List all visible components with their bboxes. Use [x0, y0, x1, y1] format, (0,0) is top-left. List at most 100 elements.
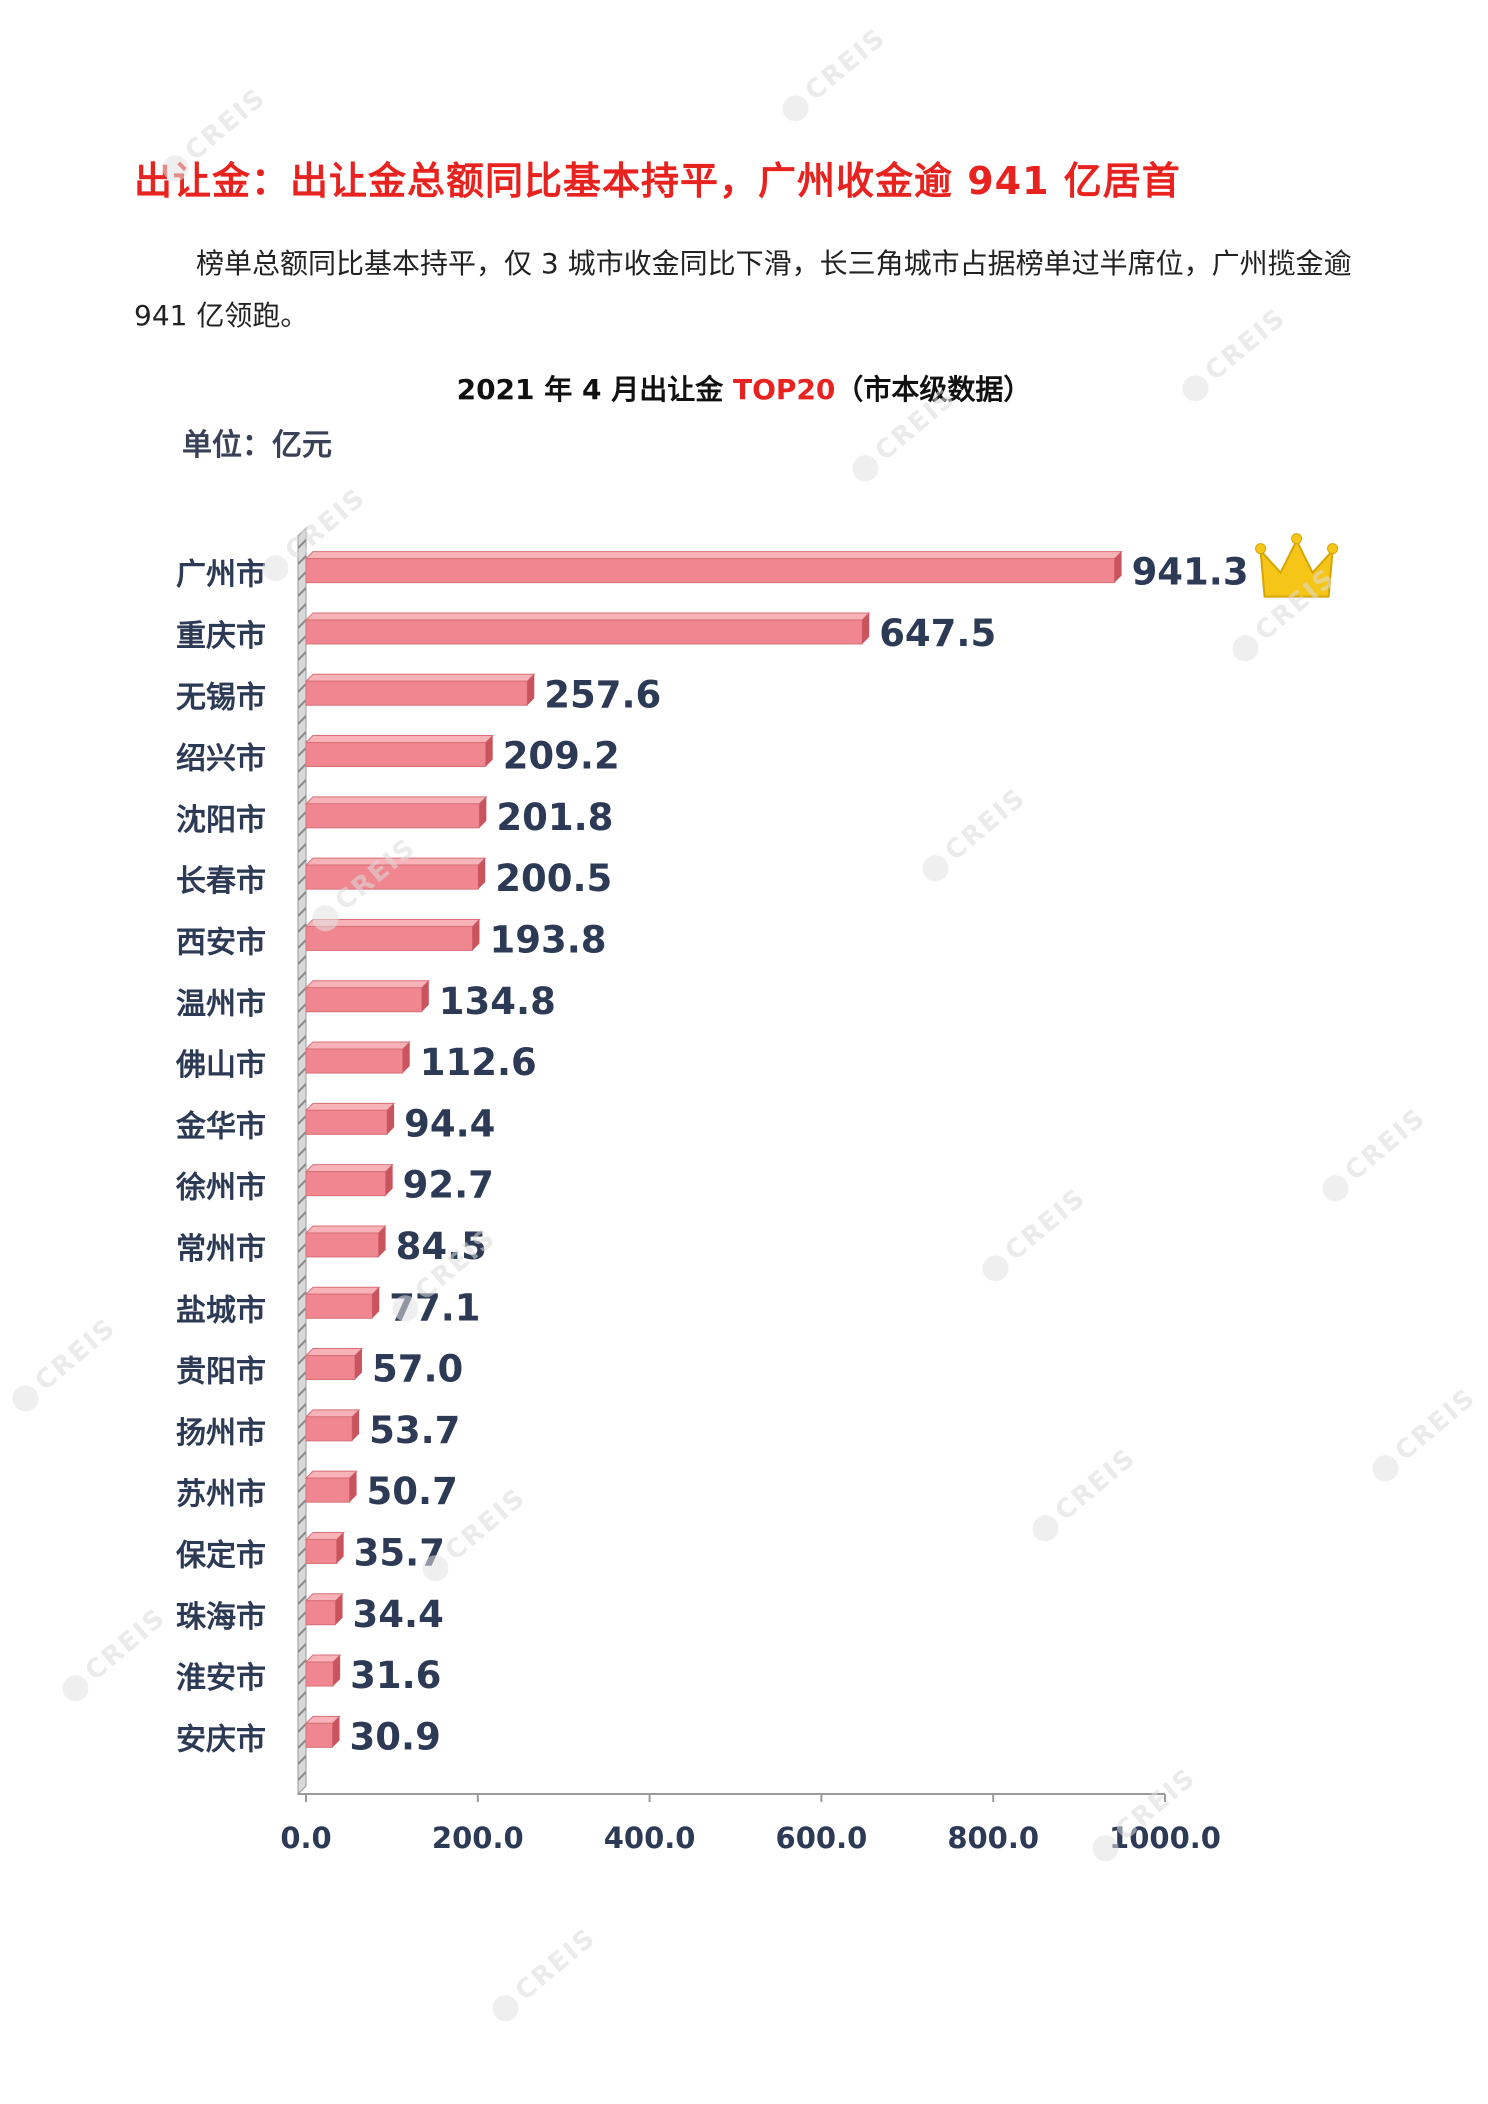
y-axis-hatch [297, 987, 307, 997]
bar-end [478, 858, 486, 890]
category-label: 金华市 [175, 1109, 266, 1144]
y-axis-hatch [297, 1403, 307, 1413]
category-label: 重庆市 [176, 619, 266, 654]
value-label: 112.6 [420, 1041, 537, 1084]
y-axis-hatch [297, 907, 307, 917]
y-axis-hatch [297, 843, 307, 853]
category-label: 佛山市 [175, 1048, 266, 1083]
category-label: 贵阳市 [176, 1355, 266, 1390]
value-label: 209.2 [503, 735, 620, 778]
y-axis-hatch [297, 1387, 307, 1397]
bar-top [304, 673, 536, 682]
y-axis-hatch [297, 955, 307, 965]
y-axis-hatch [297, 1131, 307, 1141]
y-axis-hatch [297, 1691, 307, 1701]
unit-label: 单位：亿元 [182, 428, 332, 463]
bar-end [1114, 551, 1122, 583]
value-label: 941.3 [1132, 551, 1249, 594]
category-label: 徐州市 [175, 1171, 266, 1206]
value-label: 53.7 [369, 1409, 460, 1452]
y-axis-hatch [297, 1675, 307, 1685]
value-label: 257.6 [544, 673, 661, 716]
bar-end [378, 1225, 386, 1257]
bar [305, 1293, 373, 1319]
x-tick-label: 800.0 [947, 1821, 1039, 1855]
y-axis-hatch [297, 1627, 307, 1637]
y-axis-hatch [297, 1659, 307, 1669]
category-label: 绍兴市 [176, 742, 266, 777]
y-axis-hatch [297, 763, 307, 773]
bar [305, 742, 487, 768]
y-axis-hatch [297, 1371, 307, 1381]
y-axis-hatch [297, 1275, 307, 1285]
y-axis-hatch [297, 1563, 307, 1573]
crown-jewel [1327, 543, 1339, 555]
value-label: 30.9 [350, 1715, 441, 1758]
y-axis-hatch [297, 1707, 307, 1717]
y-axis-hatch [297, 1723, 307, 1733]
y-axis-hatch [297, 619, 307, 629]
bar-end [354, 1348, 362, 1380]
bar-end [862, 612, 870, 644]
x-tick-label: 0.0 [280, 1821, 331, 1855]
y-axis-hatch [297, 1163, 307, 1173]
category-label: 安庆市 [176, 1722, 266, 1757]
bar [305, 1109, 388, 1135]
bar [305, 1538, 338, 1564]
y-axis-hatch [297, 1323, 307, 1333]
category-label: 盐城市 [176, 1293, 266, 1328]
bar-top [304, 551, 1123, 560]
y-axis-hatch [297, 1467, 307, 1477]
value-label: 200.5 [495, 857, 612, 900]
crown-jewel [1291, 533, 1303, 545]
value-label: 31.6 [350, 1654, 441, 1697]
bar [305, 925, 473, 951]
bar-top [304, 1041, 411, 1050]
value-label: 134.8 [439, 980, 556, 1023]
y-axis-hatch [297, 1451, 307, 1461]
x-tick-label: 600.0 [776, 1821, 868, 1855]
bar [305, 1722, 334, 1748]
y-axis-hatch [297, 1147, 307, 1157]
y-axis-hatch [297, 1595, 307, 1605]
bar-top [304, 1102, 396, 1111]
y-axis-hatch [297, 1611, 307, 1621]
category-label: 常州市 [176, 1232, 266, 1267]
category-label: 淮安市 [176, 1661, 266, 1696]
value-label: 34.4 [353, 1593, 444, 1636]
bar-end [472, 919, 480, 951]
category-label: 温州市 [176, 987, 266, 1022]
y-axis-hatch [297, 1099, 307, 1109]
bar-top [304, 1348, 364, 1357]
y-axis-hatch [297, 1291, 307, 1301]
bar-end [527, 674, 535, 706]
y-axis-hatch [297, 1643, 307, 1653]
bar [305, 1171, 387, 1197]
category-label: 苏州市 [176, 1477, 266, 1512]
bar-top [304, 796, 488, 805]
y-axis-hatch [297, 1339, 307, 1349]
y-axis-hatch [297, 571, 307, 581]
y-axis-hatch [297, 1195, 307, 1205]
y-axis-hatch [297, 939, 307, 949]
y-axis-hatch [297, 1307, 307, 1317]
bar-end [387, 1103, 395, 1135]
y-axis-hatch [297, 1035, 307, 1045]
section-heading: 出让金：出让金总额同比基本持平，广州收金逾 941 亿居首 [134, 159, 1181, 203]
value-label: 193.8 [489, 918, 606, 961]
y-axis-hatch [297, 667, 307, 677]
bar-top [304, 1286, 381, 1295]
category-label: 无锡市 [176, 680, 266, 715]
x-tick-label: 200.0 [432, 1821, 524, 1855]
category-label: 西安市 [176, 925, 266, 960]
y-axis-hatch [297, 587, 307, 597]
y-axis-hatch [297, 1547, 307, 1557]
chart-title-prefix: 2021 年 4 月出让金 [456, 373, 733, 406]
y-axis-hatch [297, 1483, 307, 1493]
bar-end [421, 980, 429, 1012]
y-axis-hatch [297, 923, 307, 933]
crown-jewel [1255, 543, 1267, 555]
value-label: 92.7 [403, 1164, 494, 1207]
bar-end [385, 1164, 393, 1196]
bar [305, 987, 423, 1013]
